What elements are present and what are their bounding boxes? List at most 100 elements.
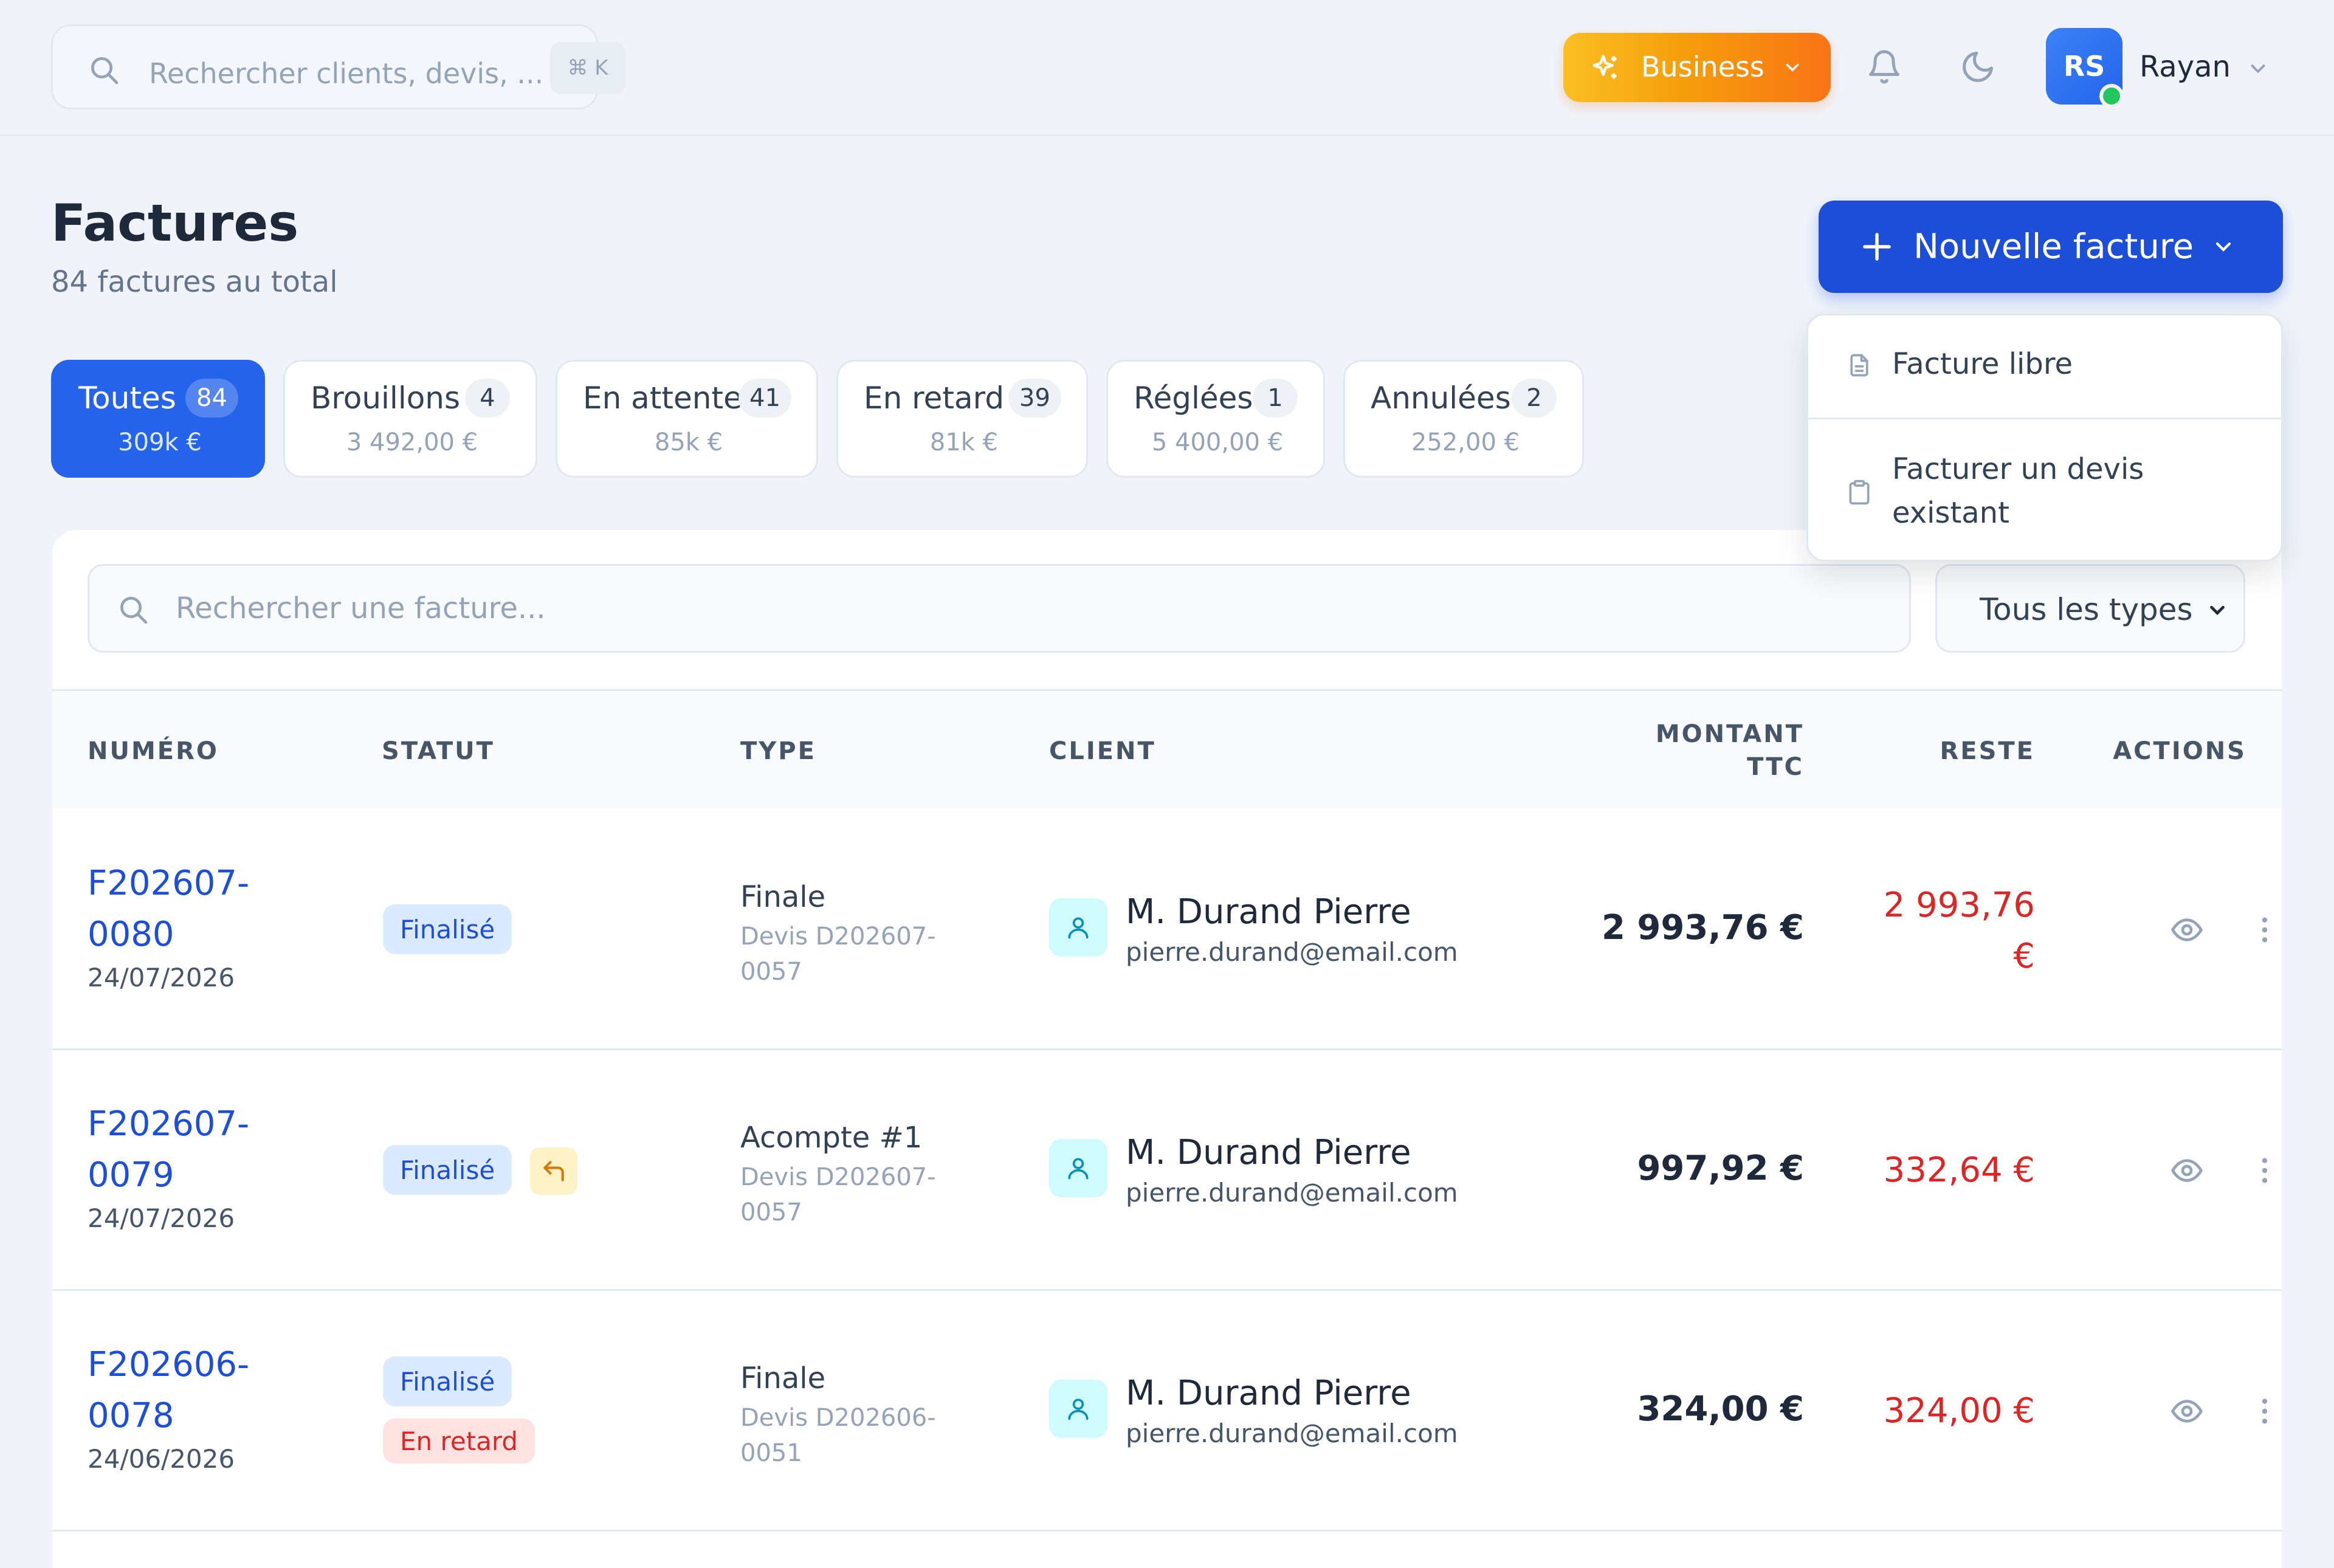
- client-email: pierre.durand@email.com: [1126, 937, 1458, 967]
- invoice-number-part: 0078: [88, 1396, 174, 1436]
- tab-amount: 81k €: [929, 428, 999, 456]
- remaining-part: 332,64 €: [1883, 1150, 2035, 1190]
- column-montant[interactable]: MONTANT: [1655, 720, 1804, 748]
- client-name: M. Durand Pierre: [1126, 1133, 1411, 1172]
- new-invoice-label: Nouvelle facture: [1913, 227, 2194, 267]
- reference-part: Devis D202607-: [740, 923, 936, 951]
- tab-amount: 252,00 €: [1411, 428, 1520, 456]
- search-icon: [91, 57, 119, 84]
- tab-amount: 309k €: [118, 428, 202, 456]
- client-avatar: [1049, 898, 1107, 957]
- invoice-search-input[interactable]: Rechercher une facture...: [88, 564, 1911, 653]
- tab-amount: 85k €: [654, 428, 723, 456]
- clipboard-icon: [1849, 480, 1870, 505]
- tab-label: En retard: [864, 380, 1005, 416]
- type-filter-select[interactable]: Tous les types: [1935, 564, 2245, 653]
- invoice-date: 24/07/2026: [88, 963, 235, 992]
- client-email: pierre.durand@email.com: [1126, 1418, 1458, 1448]
- search-icon: [120, 597, 148, 624]
- plan-label: Business: [1641, 50, 1764, 83]
- reference-part: Devis D202607-: [740, 1163, 936, 1191]
- invoice-type: Finale: [740, 880, 826, 914]
- eye-icon[interactable]: [2170, 1154, 2204, 1188]
- user-name[interactable]: Rayan: [2140, 50, 2231, 84]
- file-text-icon: [1850, 354, 1868, 377]
- chevron-down-icon: [1786, 63, 1799, 72]
- table-row[interactable]: F202607- 0079 24/07/2026 Finalisé Acompte…: [52, 1050, 2282, 1291]
- tab-count: 2: [1512, 379, 1557, 418]
- user-icon: [1068, 917, 1089, 939]
- invoice-number-part: 0079: [88, 1155, 174, 1195]
- table-row[interactable]: F202606- 0078 24/06/2026 Finalisé En reta…: [52, 1291, 2282, 1532]
- tab-pending[interactable]: En attente 41 85k €: [556, 360, 818, 478]
- plan-selector-button[interactable]: Business: [1563, 33, 1831, 102]
- reference-part: 0057: [740, 1198, 802, 1226]
- menu-item-label: Facture libre: [1892, 347, 2073, 381]
- tab-overdue[interactable]: En retard 39 81k €: [836, 360, 1088, 478]
- tab-amount: 5 400,00 €: [1151, 428, 1284, 456]
- reference-part: Devis D202606-: [740, 1404, 936, 1432]
- column-montant-ttc: TTC: [1747, 753, 1804, 781]
- eye-icon[interactable]: [2170, 913, 2204, 947]
- search-shortcut-badge: ⌘ K: [550, 42, 625, 94]
- overdue-badge: En retard: [383, 1418, 535, 1463]
- bell-icon[interactable]: [1866, 49, 1902, 85]
- invoice-search-placeholder: Rechercher une facture...: [176, 591, 546, 625]
- table-row[interactable]: F202607- 0080 24/07/2026 Finalisé Finale …: [52, 810, 2282, 1050]
- invoice-number-link[interactable]: F202606- 0078: [88, 1339, 249, 1442]
- invoice-number-part: F202606-: [88, 1345, 250, 1384]
- tab-drafts[interactable]: Brouillons 4 3 492,00 €: [283, 360, 537, 478]
- tab-all[interactable]: Toutes 84 309k €: [51, 360, 265, 478]
- table-header: NUMÉRO STATUT TYPE CLIENT MONTANT TTC RE…: [52, 689, 2282, 808]
- invoice-date: 24/07/2026: [88, 1203, 235, 1233]
- new-invoice-button[interactable]: Nouvelle facture: [1819, 201, 2283, 293]
- invoice-number-link[interactable]: F202607- 0079: [88, 1099, 249, 1201]
- credit-note-badge: [530, 1147, 577, 1195]
- amount-ttc: 997,92 €: [1637, 1149, 1804, 1188]
- client-name: M. Durand Pierre: [1126, 892, 1411, 932]
- column-numero[interactable]: NUMÉRO: [88, 737, 219, 765]
- more-options-icon[interactable]: [2248, 1394, 2282, 1428]
- sparkles-icon: [1592, 55, 1617, 79]
- tab-cancelled[interactable]: Annulées 2 252,00 €: [1343, 360, 1584, 478]
- menu-item-label-line: Facturer un devis: [1892, 452, 2144, 486]
- amount-ttc: 324,00 €: [1637, 1389, 1804, 1429]
- more-options-icon[interactable]: [2248, 913, 2282, 947]
- invoice-type: Acompte #1: [740, 1121, 923, 1155]
- invoice-number-part: F202607-: [88, 864, 250, 903]
- column-statut[interactable]: STATUT: [382, 737, 495, 765]
- page-subtitle: 84 factures au total: [51, 265, 338, 299]
- tab-label: Toutes: [78, 380, 176, 416]
- invoice-type-reference: Devis D202607- 0057: [740, 919, 936, 989]
- remaining-part: 2 993,76: [1883, 885, 2035, 925]
- menu-item-label: Facturer un devis existant: [1892, 447, 2144, 535]
- global-search-input[interactable]: Rechercher clients, devis, ... ⌘ K: [51, 24, 625, 109]
- tab-count: 39: [1008, 379, 1061, 418]
- reply-arrow-icon: [543, 1161, 564, 1181]
- top-bar: Rechercher clients, devis, ... ⌘ K Busin…: [0, 0, 2334, 136]
- invoice-number-link[interactable]: F202607- 0080: [88, 858, 249, 960]
- invoice-date: 24/06/2026: [88, 1444, 235, 1474]
- invoice-number-part: F202607-: [88, 1104, 250, 1144]
- menu-divider: [1808, 418, 2281, 419]
- tab-count: 41: [738, 379, 791, 418]
- client-email: pierre.durand@email.com: [1126, 1178, 1458, 1208]
- menu-item-label-line: existant: [1892, 496, 2009, 530]
- reference-part: 0057: [740, 958, 802, 986]
- chevron-down-icon[interactable]: [2246, 57, 2270, 80]
- column-type[interactable]: TYPE: [740, 737, 816, 765]
- menu-item-free-invoice[interactable]: Facture libre: [1808, 315, 2281, 418]
- column-reste[interactable]: RESTE: [1940, 737, 2035, 765]
- more-options-icon[interactable]: [2248, 1154, 2282, 1188]
- remaining-part: €: [2013, 937, 2035, 976]
- tab-amount: 3 492,00 €: [346, 428, 478, 456]
- plus-icon: [1863, 233, 1891, 261]
- amount-ttc: 2 993,76 €: [1601, 908, 1804, 947]
- moon-icon[interactable]: [1960, 49, 1996, 85]
- eye-icon[interactable]: [2170, 1394, 2204, 1428]
- tab-paid[interactable]: Réglées 1 5 400,00 €: [1106, 360, 1325, 478]
- tab-count: 4: [465, 379, 510, 418]
- menu-item-invoice-from-quote[interactable]: Facturer un devis existant: [1808, 419, 2281, 562]
- status-badge: Finalisé: [383, 1357, 512, 1406]
- column-client[interactable]: CLIENT: [1049, 737, 1156, 765]
